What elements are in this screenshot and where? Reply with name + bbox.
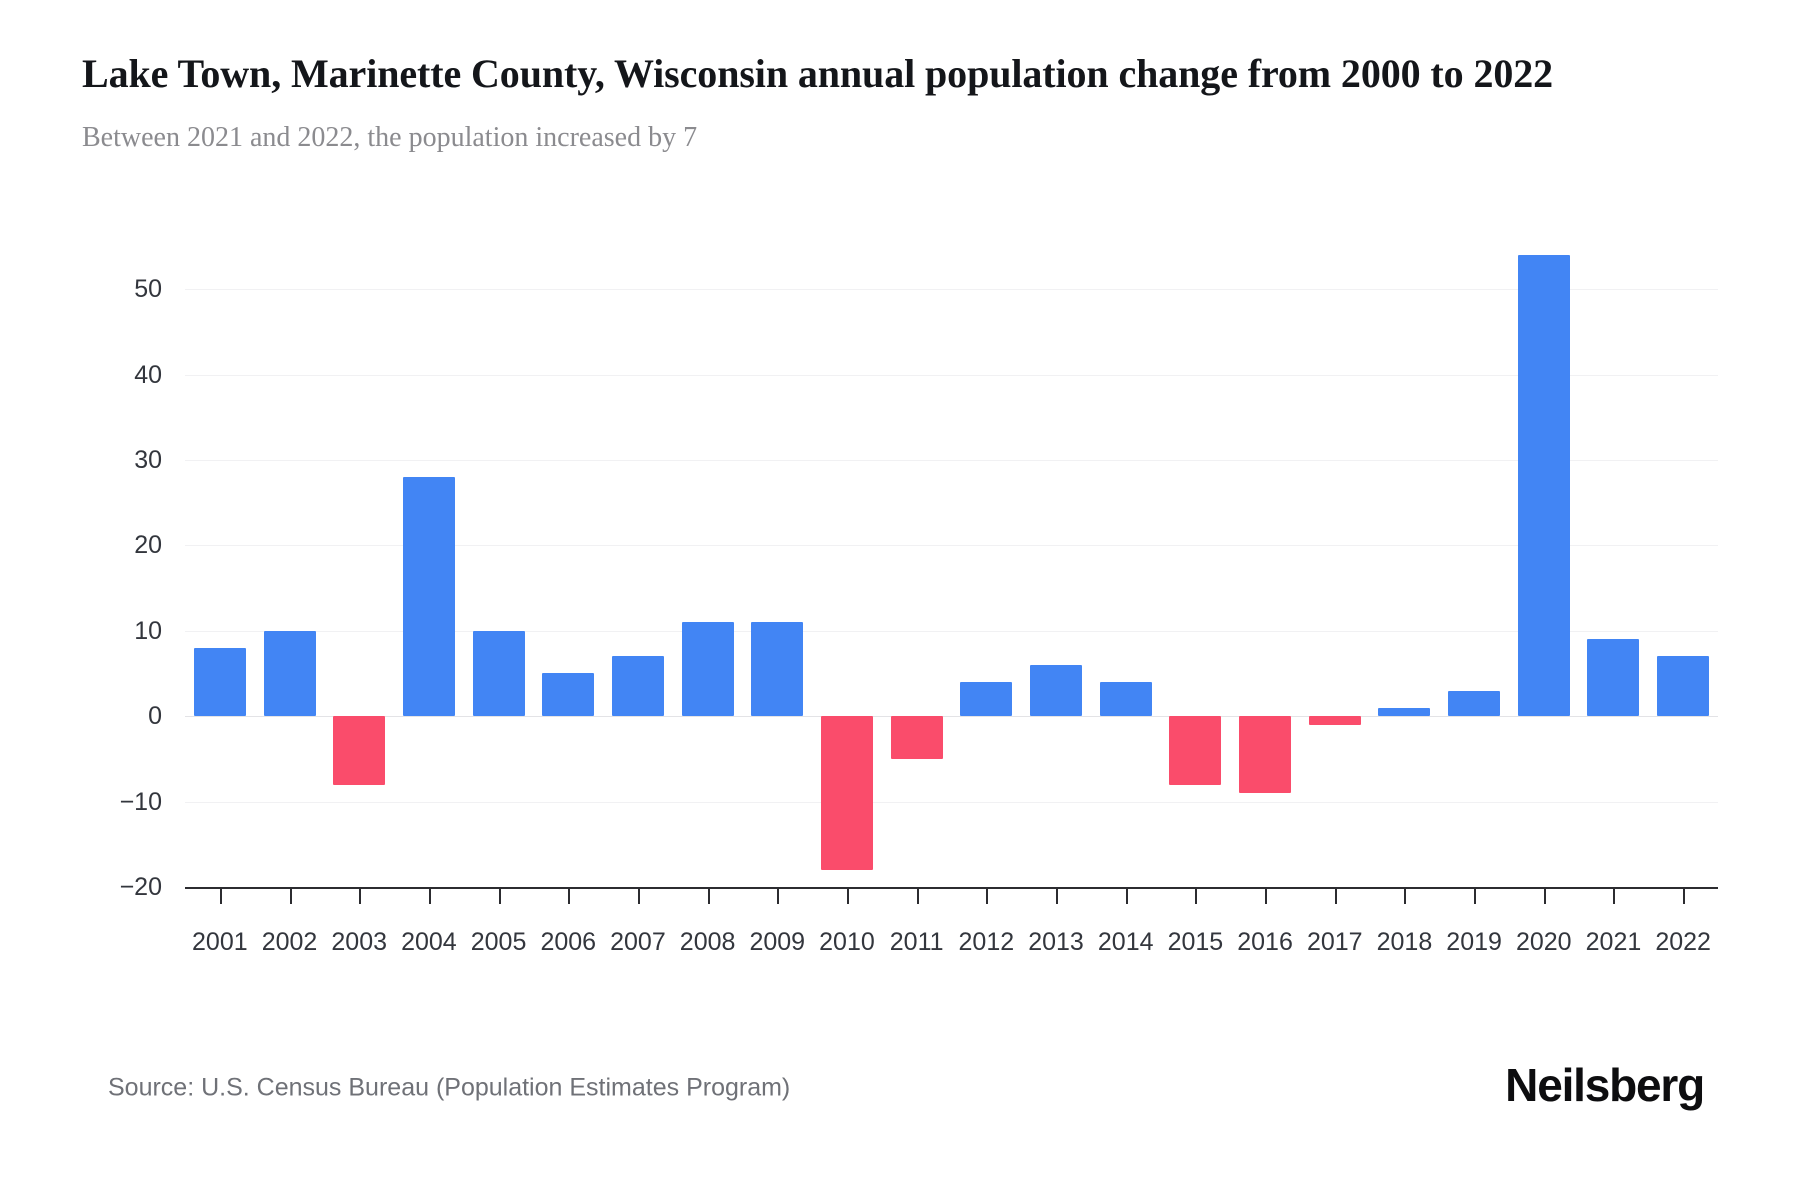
bar[interactable] [1657,656,1710,717]
bar[interactable] [263,630,316,717]
bar[interactable] [1517,255,1570,717]
y-axis-tick-label: −10 [119,787,162,816]
x-axis-tick-label: 2022 [1655,928,1711,956]
x-axis-tick [707,887,710,904]
x-axis-tick [1265,887,1268,904]
x-axis-tick-label: 2001 [192,928,248,956]
x-axis-tick [428,887,431,904]
gridline [185,801,1718,803]
bar[interactable] [1587,639,1640,717]
x-axis-tick [568,887,571,904]
x-axis-tick [1474,887,1477,904]
x-axis-tick-label: 2005 [470,928,527,956]
x-axis-tick [1613,887,1616,904]
x-axis-tick-label: 2006 [540,928,597,956]
x-axis-tick-label: 2008 [679,928,736,956]
x-axis-tick [986,887,989,904]
y-axis-tick-label: −20 [119,873,162,901]
x-axis-tick [1125,887,1128,904]
chart-subtitle: Between 2021 and 2022, the population in… [82,122,698,153]
x-axis-tick [1543,887,1546,904]
bar[interactable] [751,622,804,717]
gridline [185,289,1718,291]
x-axis-tick [637,887,640,904]
y-axis-tick-label: 0 [148,702,162,731]
x-axis-tick-label: 2015 [1167,928,1224,956]
bar[interactable] [681,622,734,717]
gridline [185,459,1718,461]
x-axis-tick-label: 2009 [749,928,806,956]
x-axis-tick [777,887,780,904]
y-axis-tick-label: 30 [134,445,162,474]
bar[interactable] [1448,690,1501,717]
bar[interactable] [472,630,525,717]
x-axis-line [185,887,1718,889]
x-axis-tick-label: 2016 [1237,928,1293,956]
y-axis-labels: 50 40 30 20 10 0 −10 −20 [120,255,1718,901]
x-axis-tick-label: 2011 [889,928,944,956]
bar[interactable] [333,716,386,785]
x-axis-tick [1683,887,1686,904]
x-axis-tick-label: 2014 [1097,928,1154,956]
bar[interactable] [1030,664,1083,717]
x-axis-tick [1404,887,1407,904]
y-axis-tick-label: 20 [134,531,162,560]
x-axis-tick-label: 2002 [261,928,318,956]
bar[interactable] [1239,716,1292,794]
x-axis-tick-label: 2010 [819,928,875,956]
gridline [185,374,1718,376]
x-axis-tick [846,887,849,904]
bar[interactable] [193,647,246,717]
bar-series [185,255,1718,887]
bar[interactable] [1378,707,1431,717]
bar[interactable] [402,477,455,717]
bar[interactable] [820,716,873,870]
x-axis-tick-label: 2007 [610,928,666,956]
y-axis-tick-label: 10 [134,616,162,645]
bar[interactable] [1308,716,1361,725]
x-axis-tick-label: 2013 [1028,928,1084,956]
x-axis-tick [916,887,919,904]
x-axis-tick [1056,887,1059,904]
bar[interactable] [960,682,1013,717]
x-axis-tick-label: 2003 [331,928,388,956]
brand-logo: Neilsberg [1505,1059,1705,1111]
y-axis-tick-label: 40 [134,360,162,389]
x-axis-tick [359,887,362,904]
x-axis-tick [1195,887,1198,904]
x-axis-tick [289,887,292,904]
y-axis-tick-label: 50 [134,275,162,304]
gridline [185,630,1718,632]
page-title: Lake Town, Marinette County, Wisconsin a… [82,51,1554,96]
x-axis-tick-label: 2018 [1376,928,1433,956]
bar[interactable] [890,716,943,759]
x-axis-tick-label: 2017 [1306,928,1363,956]
gridline [185,716,1718,718]
bar[interactable] [611,656,664,717]
x-axis-tick-label: 2021 [1585,928,1642,956]
x-axis-tick-label: 2004 [401,928,457,956]
bar[interactable] [1169,716,1222,785]
x-axis-tick-label: 2020 [1515,928,1572,956]
bar[interactable] [1099,682,1152,717]
x-axis-tick-label: 2019 [1446,928,1502,956]
x-axis-tick [219,887,222,904]
source-note: Source: U.S. Census Bureau (Population E… [108,1073,791,1102]
x-axis-tick [498,887,501,904]
bar[interactable] [542,673,595,717]
x-axis-tick-label: 2012 [958,928,1015,956]
gridline [185,545,1718,547]
x-axis-tick [1334,887,1337,904]
